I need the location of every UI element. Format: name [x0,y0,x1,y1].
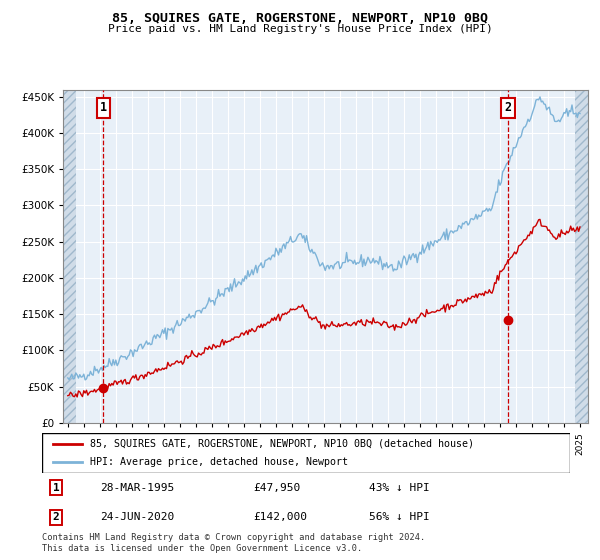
Text: Price paid vs. HM Land Registry's House Price Index (HPI): Price paid vs. HM Land Registry's House … [107,24,493,34]
Text: 1: 1 [100,101,107,114]
Text: HPI: Average price, detached house, Newport: HPI: Average price, detached house, Newp… [89,458,347,467]
Bar [575,90,588,423]
FancyBboxPatch shape [42,433,570,473]
Text: £142,000: £142,000 [253,512,307,522]
Text: 56% ↓ HPI: 56% ↓ HPI [370,512,430,522]
Text: 28-MAR-1995: 28-MAR-1995 [100,483,175,493]
Text: 2: 2 [504,101,511,114]
Text: 43% ↓ HPI: 43% ↓ HPI [370,483,430,493]
Text: £47,950: £47,950 [253,483,301,493]
Text: 85, SQUIRES GATE, ROGERSTONE, NEWPORT, NP10 0BQ (detached house): 85, SQUIRES GATE, ROGERSTONE, NEWPORT, N… [89,439,473,449]
Text: 24-JUN-2020: 24-JUN-2020 [100,512,175,522]
Text: 2: 2 [53,512,59,522]
Text: Contains HM Land Registry data © Crown copyright and database right 2024.
This d: Contains HM Land Registry data © Crown c… [42,533,425,553]
Bar [63,90,76,423]
Text: 85, SQUIRES GATE, ROGERSTONE, NEWPORT, NP10 0BQ: 85, SQUIRES GATE, ROGERSTONE, NEWPORT, N… [112,12,488,25]
Text: 1: 1 [53,483,59,493]
